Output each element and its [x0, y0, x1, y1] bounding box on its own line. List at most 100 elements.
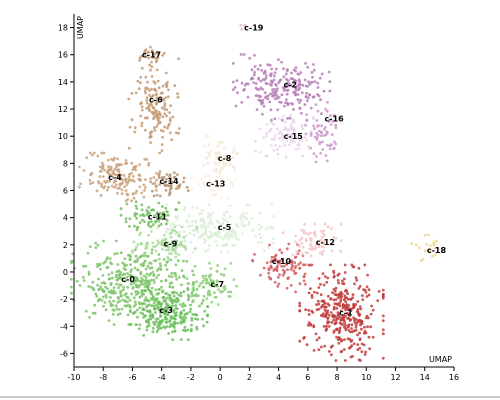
data-point [150, 278, 153, 282]
data-point [150, 103, 153, 107]
data-point [253, 70, 256, 74]
cluster-c-11-points [119, 200, 181, 232]
data-point [286, 132, 289, 136]
data-point [286, 268, 289, 271]
data-point [166, 313, 170, 317]
data-point [201, 209, 204, 212]
data-point [381, 292, 385, 296]
data-point [149, 317, 153, 321]
data-point [165, 261, 169, 264]
data-point [314, 103, 318, 106]
data-point [292, 129, 296, 133]
data-point [141, 312, 145, 316]
data-point [99, 285, 103, 289]
data-point [297, 142, 301, 146]
data-point [133, 224, 136, 228]
data-point [414, 243, 418, 247]
data-point [342, 313, 346, 317]
data-point [77, 165, 81, 169]
data-point [182, 308, 186, 312]
data-point [229, 162, 232, 166]
data-point [112, 286, 116, 289]
data-point [156, 269, 159, 272]
data-point [119, 173, 123, 177]
data-point [233, 170, 237, 173]
data-point [207, 236, 210, 240]
data-point [336, 338, 340, 341]
data-point [161, 290, 164, 294]
data-point [136, 285, 139, 289]
data-point [254, 235, 257, 238]
data-point [111, 312, 115, 316]
data-point [164, 279, 168, 283]
data-point [207, 212, 211, 216]
data-point [260, 69, 264, 72]
data-point [158, 257, 162, 261]
data-point [313, 135, 317, 139]
data-point [315, 138, 319, 142]
data-point [278, 248, 282, 252]
data-point [251, 259, 255, 263]
data-point [206, 161, 210, 165]
data-point [147, 220, 151, 224]
data-point [316, 133, 320, 137]
data-point [159, 311, 162, 315]
data-point [349, 345, 352, 349]
data-point [117, 308, 121, 311]
data-point [165, 320, 169, 324]
data-point [191, 206, 194, 209]
data-point [299, 111, 303, 115]
data-point [206, 313, 210, 317]
data-point [320, 72, 324, 76]
data-point [136, 308, 139, 312]
data-point [166, 303, 170, 307]
data-point [304, 282, 307, 286]
data-point [322, 325, 326, 328]
data-point [334, 142, 338, 146]
data-point [270, 137, 274, 141]
data-point [344, 289, 347, 293]
data-point [357, 287, 361, 290]
data-point [133, 212, 137, 215]
data-point [293, 272, 297, 275]
data-point [204, 278, 208, 281]
data-point [128, 125, 132, 129]
data-point [314, 247, 318, 251]
data-point [221, 181, 225, 185]
data-point [143, 285, 147, 288]
data-point [218, 173, 222, 177]
data-point [186, 287, 190, 290]
data-point [143, 314, 147, 317]
data-point [265, 122, 269, 126]
data-point [151, 223, 155, 227]
data-point [91, 181, 95, 185]
data-point [109, 167, 113, 171]
data-point [270, 259, 274, 262]
data-point [340, 295, 343, 299]
data-point [147, 233, 150, 237]
data-point [139, 75, 143, 79]
data-point [274, 83, 278, 86]
data-point [157, 322, 160, 326]
data-point [90, 153, 94, 157]
data-point [304, 95, 308, 99]
data-point [358, 305, 362, 308]
data-point [155, 320, 158, 324]
data-point [338, 304, 342, 308]
data-point [381, 328, 385, 332]
data-point [320, 245, 324, 248]
data-point [329, 345, 333, 349]
data-point [170, 308, 174, 312]
data-point [240, 219, 244, 223]
data-point [129, 305, 132, 309]
data-point [140, 66, 144, 70]
data-point [145, 309, 149, 313]
data-point [166, 95, 170, 99]
data-point [322, 249, 325, 253]
data-point [316, 86, 320, 89]
data-point [141, 292, 144, 295]
data-point [141, 308, 145, 312]
data-point [171, 247, 174, 251]
data-point [94, 241, 97, 245]
data-point [79, 182, 82, 186]
